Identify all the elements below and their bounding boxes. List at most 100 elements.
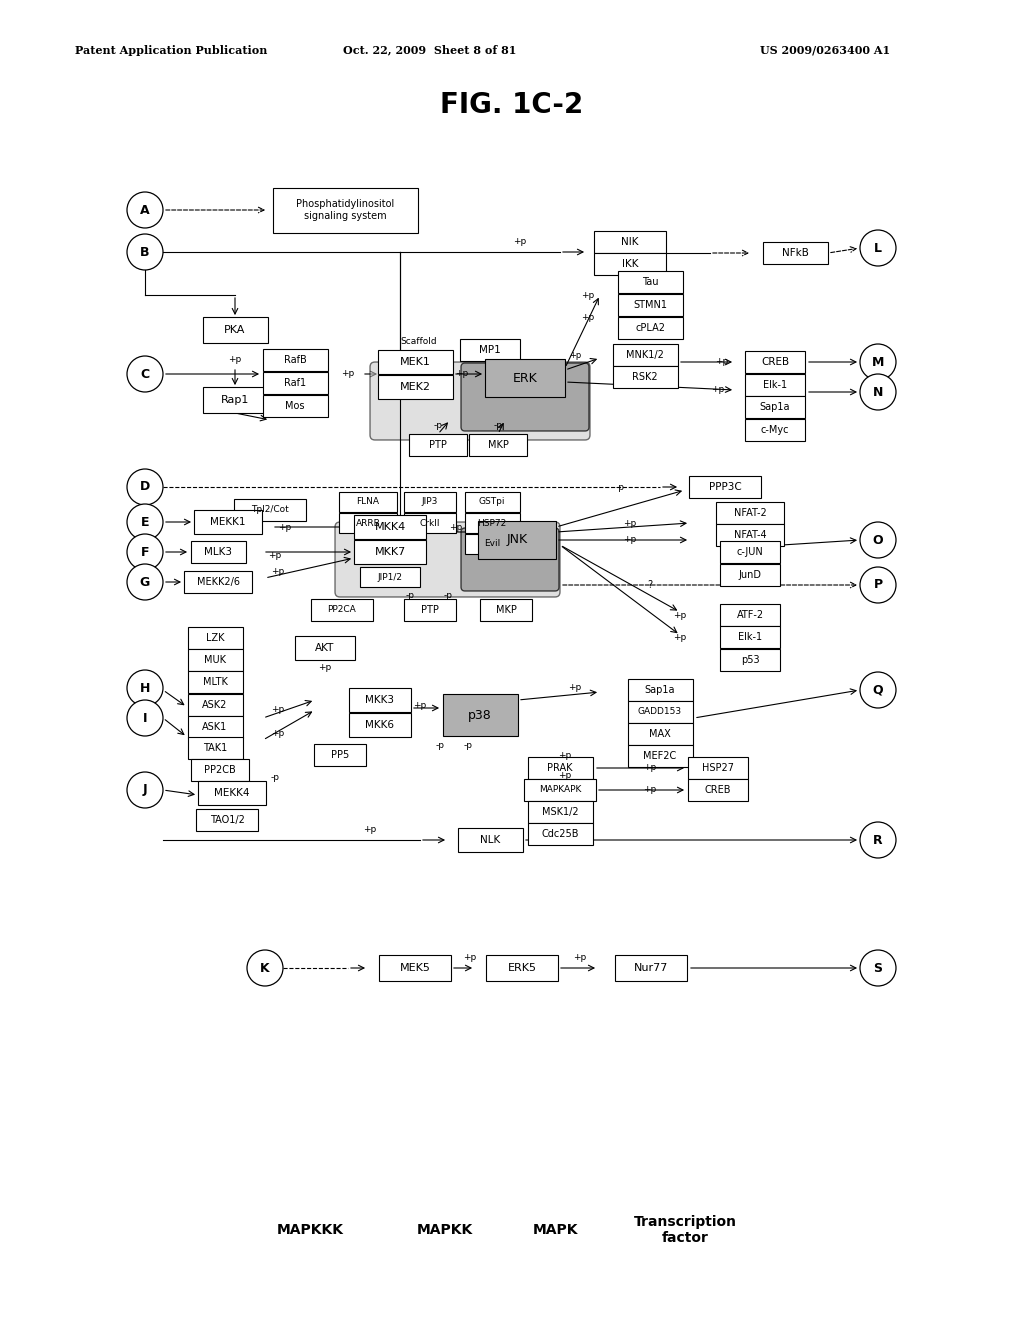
- Text: MAPKK: MAPKK: [417, 1224, 473, 1237]
- Text: D: D: [140, 480, 151, 494]
- FancyBboxPatch shape: [194, 510, 262, 535]
- FancyBboxPatch shape: [465, 513, 519, 533]
- Text: +p: +p: [450, 523, 463, 532]
- Text: PPP3C: PPP3C: [709, 482, 741, 492]
- FancyBboxPatch shape: [262, 372, 328, 393]
- FancyBboxPatch shape: [628, 744, 692, 767]
- Text: PKA: PKA: [224, 325, 246, 335]
- FancyBboxPatch shape: [527, 822, 593, 845]
- Text: MKK4: MKK4: [375, 521, 406, 532]
- Text: +p: +p: [414, 701, 427, 710]
- Text: A: A: [140, 203, 150, 216]
- FancyBboxPatch shape: [378, 350, 453, 374]
- FancyBboxPatch shape: [187, 737, 243, 759]
- Text: RafB: RafB: [284, 355, 306, 366]
- Text: +p: +p: [582, 290, 595, 300]
- Text: -p: -p: [464, 741, 472, 750]
- Text: MAPK: MAPK: [532, 1224, 578, 1237]
- Text: MEK2: MEK2: [399, 381, 430, 392]
- Text: J: J: [142, 784, 147, 796]
- Text: M: M: [871, 355, 884, 368]
- Text: PTP: PTP: [429, 440, 446, 450]
- Text: AKT: AKT: [315, 643, 335, 653]
- Circle shape: [127, 469, 163, 506]
- FancyBboxPatch shape: [716, 502, 784, 524]
- FancyBboxPatch shape: [262, 348, 328, 371]
- Text: IKK: IKK: [622, 259, 638, 269]
- FancyBboxPatch shape: [480, 599, 532, 620]
- Text: Phosphatidylinositol
signaling system: Phosphatidylinositol signaling system: [296, 199, 394, 220]
- Text: c-JUN: c-JUN: [736, 546, 763, 557]
- Text: +p: +p: [456, 370, 469, 379]
- Circle shape: [860, 568, 896, 603]
- Text: +p: +p: [569, 351, 582, 359]
- Text: c-Myc: c-Myc: [761, 425, 790, 436]
- Text: PRAK: PRAK: [547, 763, 572, 774]
- Text: Elk-1: Elk-1: [763, 380, 787, 389]
- Text: MKK6: MKK6: [366, 719, 394, 730]
- Text: MAPKKK: MAPKKK: [276, 1224, 343, 1237]
- FancyBboxPatch shape: [628, 678, 692, 701]
- FancyBboxPatch shape: [262, 395, 328, 417]
- Text: Nur77: Nur77: [634, 964, 669, 973]
- Text: NFAT-2: NFAT-2: [733, 508, 766, 517]
- Text: MEKK2/6: MEKK2/6: [197, 577, 240, 587]
- FancyBboxPatch shape: [594, 231, 666, 253]
- FancyBboxPatch shape: [339, 513, 397, 533]
- FancyBboxPatch shape: [628, 701, 692, 723]
- FancyBboxPatch shape: [617, 271, 683, 293]
- Text: +p: +p: [624, 519, 637, 528]
- Text: JIP1/2: JIP1/2: [378, 573, 402, 582]
- Text: MNK1/2: MNK1/2: [626, 350, 664, 360]
- Text: +p: +p: [624, 536, 637, 544]
- FancyBboxPatch shape: [689, 477, 761, 498]
- FancyBboxPatch shape: [461, 528, 559, 591]
- FancyBboxPatch shape: [442, 694, 517, 737]
- Text: MAX: MAX: [649, 729, 671, 739]
- Text: MEK1: MEK1: [399, 356, 430, 367]
- Text: +p: +p: [341, 370, 354, 379]
- Text: NLK: NLK: [480, 836, 500, 845]
- Text: +p: +p: [573, 953, 587, 961]
- Text: F: F: [140, 545, 150, 558]
- FancyBboxPatch shape: [485, 359, 565, 397]
- FancyBboxPatch shape: [458, 828, 522, 851]
- Text: Scaffold: Scaffold: [400, 338, 436, 346]
- FancyBboxPatch shape: [203, 317, 267, 343]
- FancyBboxPatch shape: [720, 564, 780, 586]
- FancyBboxPatch shape: [594, 253, 666, 275]
- Text: CREB: CREB: [705, 785, 731, 795]
- FancyBboxPatch shape: [187, 627, 243, 649]
- FancyBboxPatch shape: [190, 541, 246, 564]
- Text: I: I: [142, 711, 147, 725]
- FancyBboxPatch shape: [612, 345, 678, 366]
- FancyBboxPatch shape: [203, 387, 267, 413]
- Text: JunD: JunD: [738, 570, 762, 579]
- Text: MEK5: MEK5: [399, 964, 430, 973]
- Text: +p: +p: [674, 610, 687, 619]
- Text: RSK2: RSK2: [632, 372, 657, 381]
- Circle shape: [860, 950, 896, 986]
- Text: +p: +p: [228, 355, 242, 364]
- Text: Oct. 22, 2009  Sheet 8 of 81: Oct. 22, 2009 Sheet 8 of 81: [343, 45, 517, 55]
- Text: Raf1: Raf1: [284, 378, 306, 388]
- Text: PP2CB: PP2CB: [204, 766, 236, 775]
- Text: cPLA2: cPLA2: [635, 323, 665, 333]
- FancyBboxPatch shape: [745, 374, 805, 396]
- Circle shape: [127, 700, 163, 737]
- Text: +p: +p: [271, 729, 285, 738]
- Text: STMN1: STMN1: [633, 300, 667, 310]
- Text: +p: +p: [271, 568, 285, 577]
- FancyBboxPatch shape: [311, 599, 373, 620]
- Text: p53: p53: [740, 655, 760, 665]
- Text: +p: +p: [279, 523, 292, 532]
- Text: +p: +p: [271, 705, 285, 714]
- Text: -p: -p: [443, 590, 453, 599]
- Text: ?: ?: [647, 579, 652, 590]
- Text: +p: +p: [582, 314, 595, 322]
- Text: Tau: Tau: [642, 277, 658, 286]
- Text: JNK: JNK: [507, 533, 527, 546]
- Text: Elk-1: Elk-1: [738, 632, 762, 642]
- FancyBboxPatch shape: [314, 744, 366, 766]
- FancyBboxPatch shape: [191, 759, 249, 781]
